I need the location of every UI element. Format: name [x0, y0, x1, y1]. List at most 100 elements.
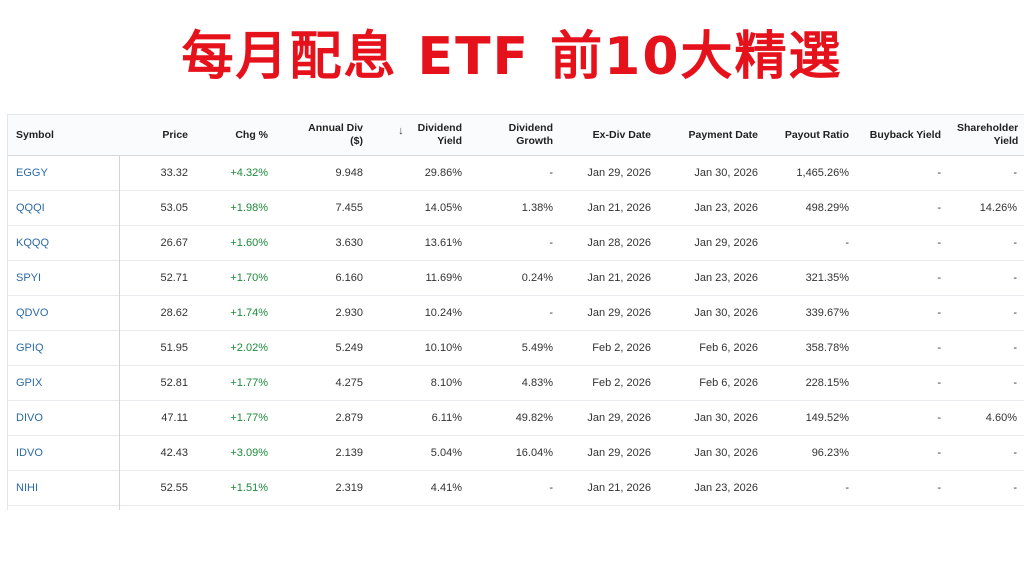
- arrow-down-icon: ↓: [398, 125, 404, 137]
- annual-div-cell: 2.930: [276, 295, 371, 331]
- dividend-growth-cell: 1.38%: [470, 190, 561, 226]
- column-header-payment-date[interactable]: Payment Date: [659, 115, 766, 156]
- dividend-yield-cell: 14.05%: [371, 190, 470, 226]
- symbol-link[interactable]: IDVO: [8, 435, 120, 471]
- column-header-label: Annual Div: [308, 122, 363, 134]
- change-cell: +1.60%: [196, 225, 276, 261]
- dividend-growth-cell: 16.04%: [470, 435, 561, 471]
- annual-div-cell: 2.319: [276, 470, 371, 506]
- change-cell: +1.70%: [196, 260, 276, 296]
- table-row: DIVO 47.11 +1.77% 2.879 6.11% 49.82% Jan 29, 2…: [8, 400, 1024, 436]
- column-header-symbol[interactable]: Symbol: [8, 115, 120, 156]
- payout-ratio-cell: 498.29%: [766, 190, 857, 226]
- symbol-link[interactable]: QDVO: [8, 295, 120, 331]
- symbol-link[interactable]: EGGY: [8, 155, 120, 191]
- buyback-yield-cell: -: [857, 155, 949, 191]
- column-header-label: Growth: [516, 135, 553, 147]
- price-cell: 42.43: [120, 435, 196, 471]
- column-header-label: Yield: [437, 135, 462, 147]
- payment-date-cell: Jan 23, 2026: [659, 260, 766, 296]
- ex-div-date-cell: Jan 21, 2026: [561, 260, 659, 296]
- column-header-label: Payment Date: [688, 128, 758, 141]
- dividend-table-container: Symbol Price Chg % Annual Div ($) ↓ Dividend Yi…: [7, 114, 1024, 510]
- dividend-growth-cell: 5.49%: [470, 330, 561, 366]
- payout-ratio-cell: 1,465.26%: [766, 155, 857, 191]
- annual-div-cell: 3.630: [276, 225, 371, 261]
- column-header-payout-ratio[interactable]: Payout Ratio: [766, 115, 857, 156]
- buyback-yield-cell: -: [857, 295, 949, 331]
- symbol-link[interactable]: KQQQ: [8, 225, 120, 261]
- price-cell: 47.11: [120, 400, 196, 436]
- symbol-link[interactable]: NIHI: [8, 470, 120, 506]
- ex-div-date-cell: Jan 29, 2026: [561, 155, 659, 191]
- symbol-link[interactable]: QQQI: [8, 190, 120, 226]
- price-cell: 52.55: [120, 470, 196, 506]
- shareholder-yield-cell: -: [949, 435, 1024, 471]
- buyback-yield-cell: -: [857, 330, 949, 366]
- annual-div-cell: 7.455: [276, 190, 371, 226]
- ex-div-date-cell: Jan 29, 2026: [561, 435, 659, 471]
- buyback-yield-cell: -: [857, 190, 949, 226]
- shareholder-yield-cell: -: [949, 260, 1024, 296]
- dividend-growth-cell: 49.82%: [470, 400, 561, 436]
- shareholder-yield-cell: -: [949, 155, 1024, 191]
- ex-div-date-cell: Feb 2, 2026: [561, 365, 659, 401]
- change-cell: +4.32%: [196, 155, 276, 191]
- column-header-label: Symbol: [16, 128, 54, 141]
- ex-div-date-cell: Jan 29, 2026: [561, 400, 659, 436]
- payout-ratio-cell: 321.35%: [766, 260, 857, 296]
- dividend-growth-cell: 0.24%: [470, 260, 561, 296]
- buyback-yield-cell: -: [857, 365, 949, 401]
- price-cell: 52.71: [120, 260, 196, 296]
- dividend-growth-cell: -: [470, 225, 561, 261]
- dividend-table: Symbol Price Chg % Annual Div ($) ↓ Dividend Yi…: [8, 115, 1024, 506]
- column-header-price[interactable]: Price: [120, 115, 196, 156]
- column-header-dividend-growth[interactable]: Dividend Growth: [470, 115, 561, 156]
- symbol-link[interactable]: GPIX: [8, 365, 120, 401]
- symbol-link[interactable]: GPIQ: [8, 330, 120, 366]
- dividend-yield-cell: 29.86%: [371, 155, 470, 191]
- dividend-growth-cell: -: [470, 155, 561, 191]
- table-body: EGGY 33.32 +4.32% 9.948 29.86% - Jan 29, 2026 J…: [8, 155, 1024, 506]
- page-title: 每月配息 ETF 前10大精選: [181, 27, 843, 87]
- column-header-annual-div[interactable]: Annual Div ($): [276, 115, 371, 156]
- shareholder-yield-cell: -: [949, 330, 1024, 366]
- column-header-shareholder-yield[interactable]: Shareholder Yield: [949, 115, 1024, 156]
- change-cell: +1.77%: [196, 365, 276, 401]
- shareholder-yield-cell: -: [949, 225, 1024, 261]
- dividend-growth-cell: -: [470, 295, 561, 331]
- column-header-label: ($): [350, 135, 363, 147]
- column-header-buyback-yield[interactable]: Buyback Yield: [857, 115, 949, 156]
- table-row: NIHI 52.55 +1.51% 2.319 4.41% - Jan 21, 2026 Ja…: [8, 470, 1024, 506]
- column-header-label: Ex-Div Date: [592, 128, 651, 141]
- payment-date-cell: Feb 6, 2026: [659, 365, 766, 401]
- table-row: GPIQ 51.95 +2.02% 5.249 10.10% 5.49% Feb 2, 20…: [8, 330, 1024, 366]
- ex-div-date-cell: Jan 28, 2026: [561, 225, 659, 261]
- price-cell: 33.32: [120, 155, 196, 191]
- column-header-ex-div-date[interactable]: Ex-Div Date: [561, 115, 659, 156]
- dividend-yield-cell: 10.10%: [371, 330, 470, 366]
- change-cell: +1.98%: [196, 190, 276, 226]
- column-header-dividend-yield[interactable]: ↓ Dividend Yield: [371, 115, 470, 156]
- payout-ratio-cell: 228.15%: [766, 365, 857, 401]
- annual-div-cell: 5.249: [276, 330, 371, 366]
- ex-div-date-cell: Jan 21, 2026: [561, 470, 659, 506]
- symbol-link[interactable]: SPYI: [8, 260, 120, 296]
- change-cell: +1.51%: [196, 470, 276, 506]
- ex-div-date-cell: Feb 2, 2026: [561, 330, 659, 366]
- table-row: QDVO 28.62 +1.74% 2.930 10.24% - Jan 29, 2026 J…: [8, 295, 1024, 331]
- symbol-link[interactable]: DIVO: [8, 400, 120, 436]
- dividend-yield-cell: 8.10%: [371, 365, 470, 401]
- dividend-yield-cell: 6.11%: [371, 400, 470, 436]
- payout-ratio-cell: 339.67%: [766, 295, 857, 331]
- table-row: EGGY 33.32 +4.32% 9.948 29.86% - Jan 29, 2026 J…: [8, 155, 1024, 191]
- table-row: IDVO 42.43 +3.09% 2.139 5.04% 16.04% Jan 29, 2…: [8, 435, 1024, 471]
- payment-date-cell: Jan 30, 2026: [659, 400, 766, 436]
- annual-div-cell: 9.948: [276, 155, 371, 191]
- payout-ratio-cell: 149.52%: [766, 400, 857, 436]
- buyback-yield-cell: -: [857, 260, 949, 296]
- column-header-label: Chg %: [235, 128, 268, 141]
- column-header-chg[interactable]: Chg %: [196, 115, 276, 156]
- payment-date-cell: Jan 30, 2026: [659, 435, 766, 471]
- price-cell: 28.62: [120, 295, 196, 331]
